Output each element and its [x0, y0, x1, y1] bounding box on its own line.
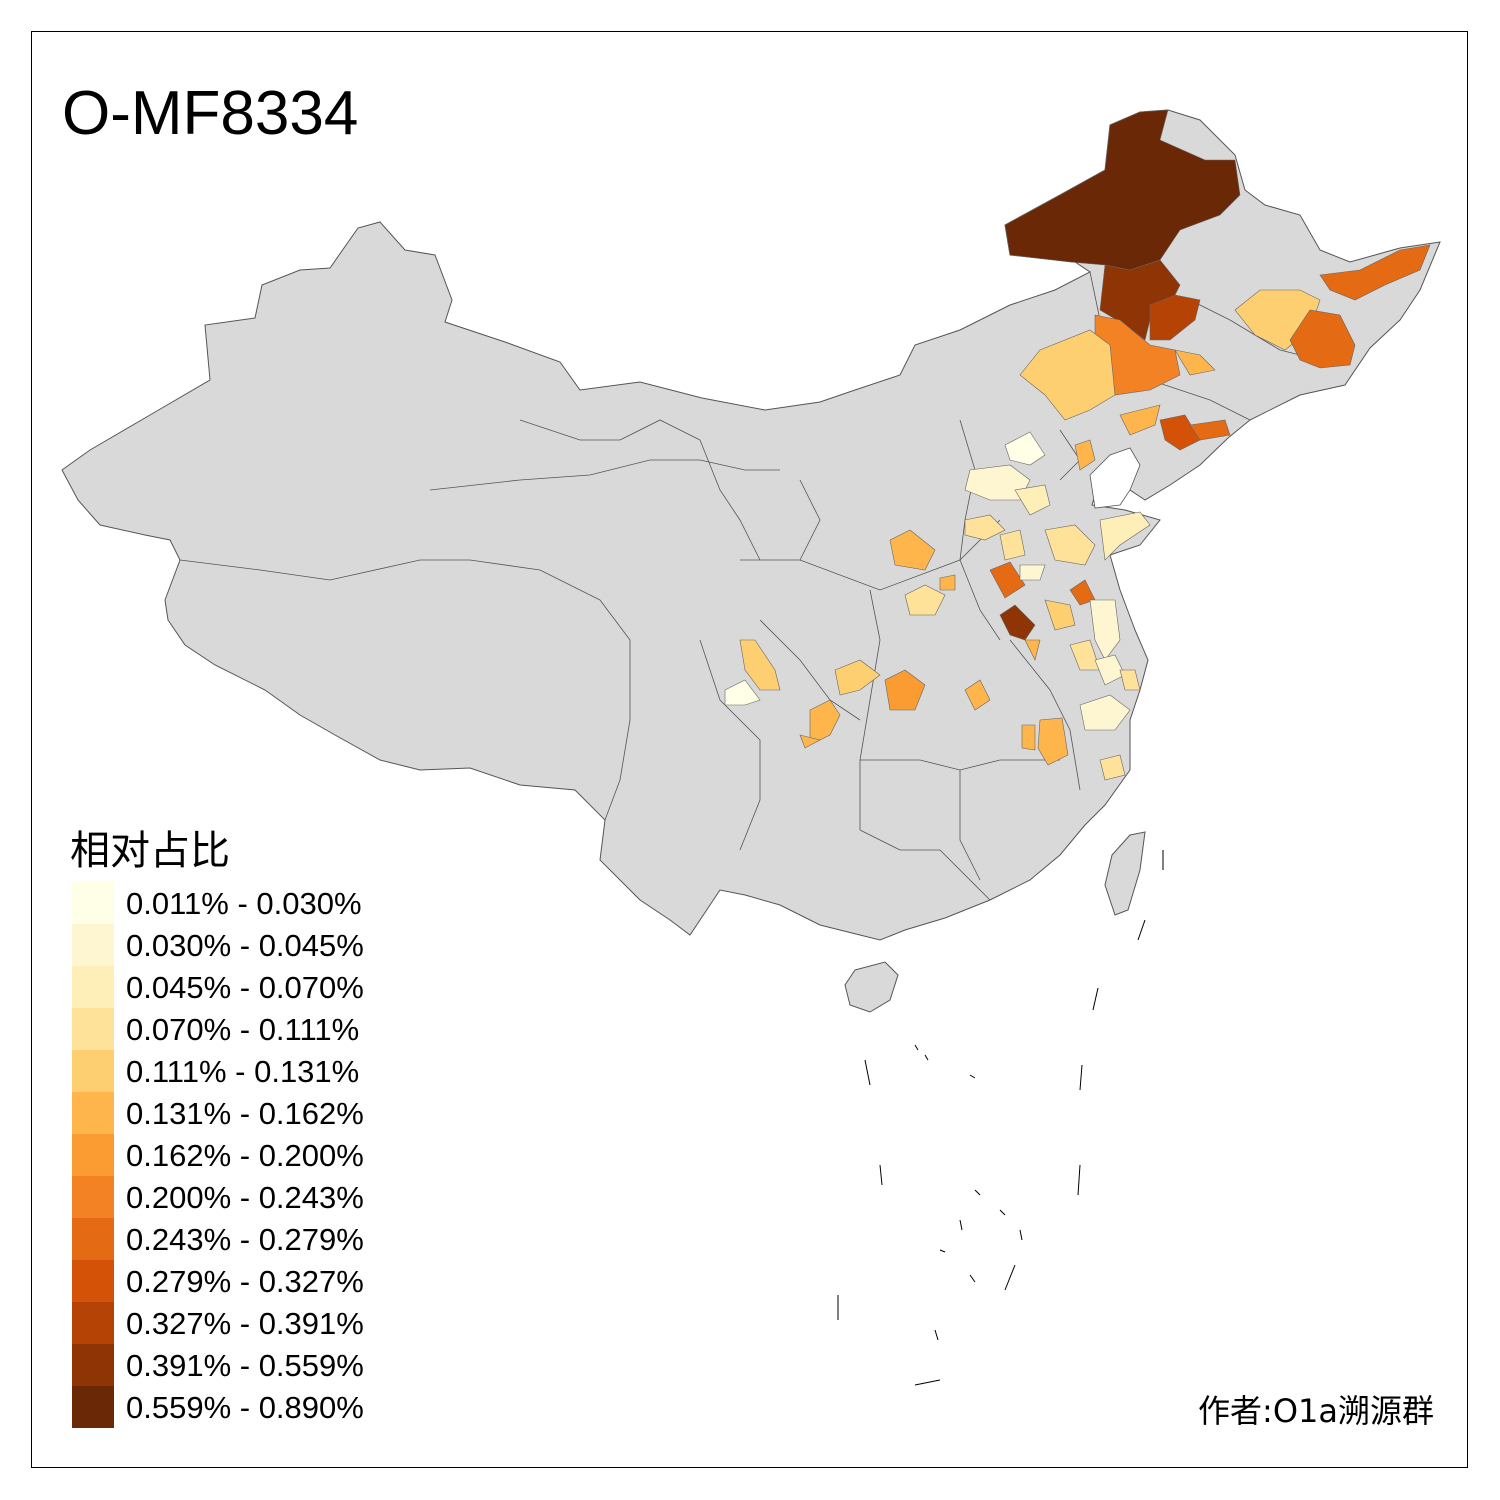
region-zhejiang2	[1099, 754, 1126, 781]
legend-swatch	[72, 1050, 114, 1092]
region-shanxi1	[889, 529, 936, 571]
legend-swatch	[72, 1386, 114, 1428]
region-dalian	[1074, 439, 1096, 471]
legend-label: 0.011% - 0.030%	[126, 886, 362, 921]
legend-label: 0.200% - 0.243%	[126, 1180, 364, 1215]
region-henan1	[904, 584, 946, 616]
region-shandong3	[999, 529, 1026, 561]
region-henan2	[989, 561, 1026, 599]
legend-title: 相对占比	[70, 828, 230, 874]
hainan-island	[844, 961, 899, 1013]
region-liaoning3	[1189, 419, 1231, 441]
region-sichuan2	[799, 734, 821, 749]
region-anhui2	[1024, 639, 1041, 661]
region-shanghai	[1119, 669, 1141, 691]
region-jiamusi	[1319, 244, 1431, 301]
region-ne4	[1019, 329, 1116, 421]
south-china-sea-islands	[837, 850, 1164, 1386]
region-liaoning1	[1119, 404, 1161, 436]
region-mudanjiang	[1289, 309, 1356, 369]
region-hebei3	[964, 514, 1006, 541]
region-hebei1	[964, 464, 1031, 501]
legend-swatch	[72, 924, 114, 966]
legend-label: 0.391% - 0.559%	[126, 1348, 364, 1383]
legend-label: 0.162% - 0.200%	[126, 1138, 364, 1173]
legend-label: 0.559% - 0.890%	[126, 1390, 364, 1425]
region-hulunbuir	[1004, 109, 1241, 271]
region-shandong1	[1044, 524, 1096, 566]
region-hebei2	[1014, 484, 1051, 516]
legend-swatch	[72, 1092, 114, 1134]
region-sichuan3	[739, 639, 781, 691]
region-henan3	[1019, 564, 1046, 581]
region-hubei1	[884, 669, 926, 711]
region-sichuan4	[724, 679, 761, 706]
legend-label: 0.111% - 0.131%	[126, 1054, 360, 1089]
legend-label: 0.045% - 0.070%	[126, 970, 364, 1005]
region-jiangxi1	[1037, 717, 1069, 766]
china-mainland	[61, 109, 1441, 941]
legend-label: 0.243% - 0.279%	[126, 1222, 364, 1257]
region-anhui3	[1044, 599, 1076, 631]
region-jiangxi2	[1021, 724, 1036, 751]
region-liaoning2	[1159, 414, 1201, 451]
region-anhui1	[999, 604, 1036, 641]
region-jiangsu2	[1089, 599, 1121, 661]
region-chongqing	[834, 659, 881, 696]
region-shanxi2	[939, 574, 956, 591]
map-title: O-MF8334	[62, 79, 359, 148]
author-credit: 作者:O1a溯源群	[1198, 1392, 1434, 1430]
region-ne5	[1174, 349, 1216, 376]
region-hubei2	[964, 679, 991, 711]
region-ne2	[1149, 294, 1201, 341]
legend-swatch	[72, 1176, 114, 1218]
legend-label: 0.279% - 0.327%	[126, 1264, 364, 1299]
region-beijing	[1004, 431, 1046, 466]
region-shandong2	[1099, 511, 1151, 561]
legend-label: 0.327% - 0.391%	[126, 1306, 364, 1341]
legend-label: 0.030% - 0.045%	[126, 928, 364, 963]
map-frame	[31, 31, 1468, 1468]
legend-swatch	[72, 1344, 114, 1386]
legend-label: 0.070% - 0.111%	[126, 1012, 360, 1047]
legend-label: 0.131% - 0.162%	[126, 1096, 364, 1131]
legend-swatch	[72, 1218, 114, 1260]
bohai-sea	[1089, 447, 1141, 509]
legend-swatch	[72, 966, 114, 1008]
data-regions	[724, 109, 1431, 781]
legend-swatch	[72, 1302, 114, 1344]
region-zhejiang1	[1079, 694, 1131, 731]
taiwan-island	[1104, 831, 1146, 916]
legend-swatch	[72, 882, 114, 924]
legend-swatch	[72, 1008, 114, 1050]
legend-swatch	[72, 1134, 114, 1176]
legend-swatch	[72, 1260, 114, 1302]
